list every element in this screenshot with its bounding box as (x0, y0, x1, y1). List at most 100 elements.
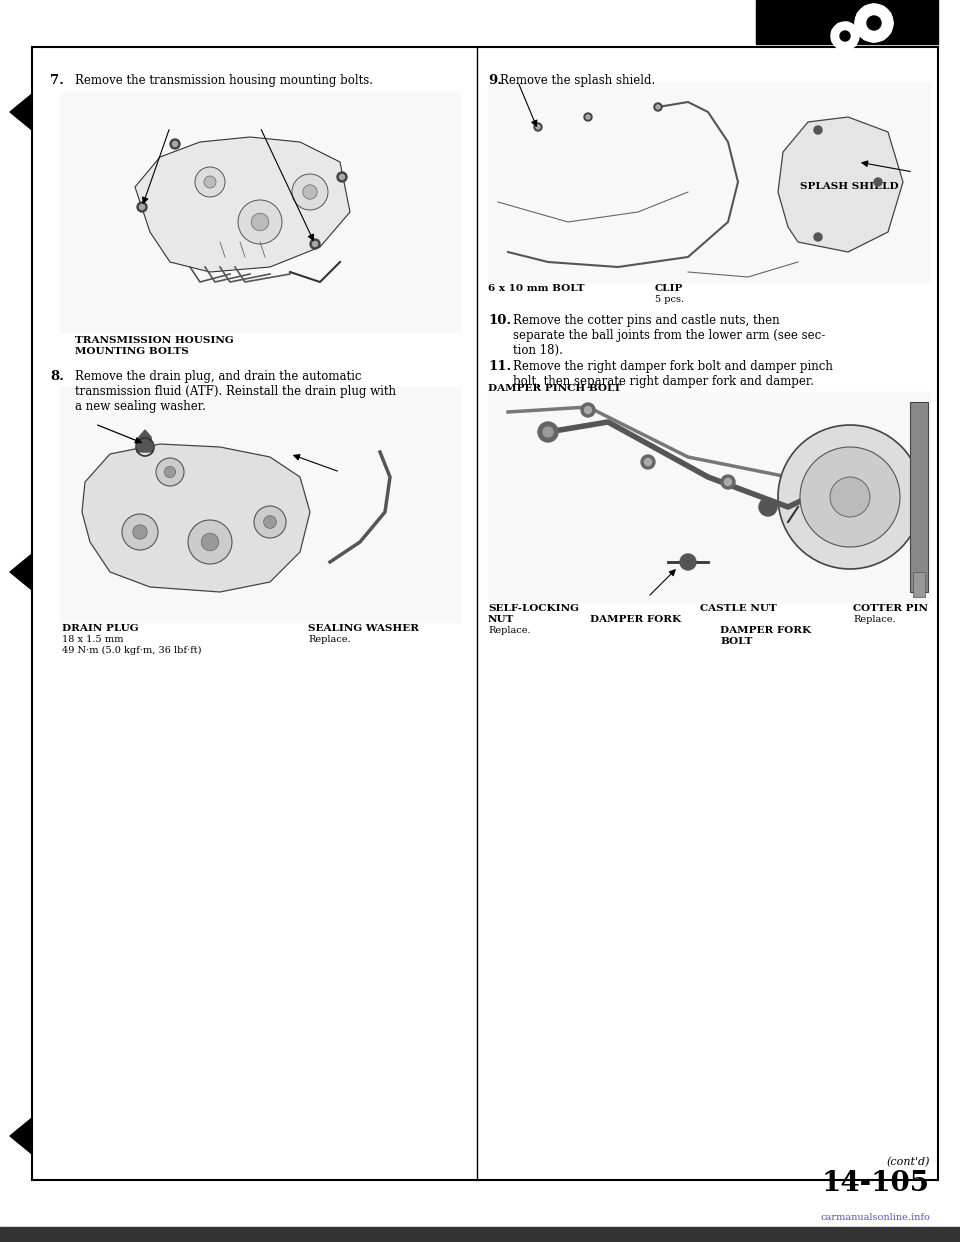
Polygon shape (831, 30, 837, 35)
Polygon shape (884, 27, 891, 34)
Circle shape (814, 125, 822, 134)
Text: DAMPER PINCH BOLT: DAMPER PINCH BOLT (488, 384, 621, 392)
Circle shape (340, 174, 345, 180)
Polygon shape (857, 12, 864, 19)
Text: COTTER PIN: COTTER PIN (853, 604, 928, 614)
Text: MOUNTING BOLTS: MOUNTING BOLTS (75, 347, 189, 356)
Bar (60, 388, 460, 622)
Circle shape (656, 106, 660, 109)
Text: CASTLE NUT: CASTLE NUT (700, 604, 777, 614)
Text: 49 N·m (5.0 kgf·m, 36 lbf·ft): 49 N·m (5.0 kgf·m, 36 lbf·ft) (62, 646, 202, 655)
Polygon shape (137, 430, 153, 452)
Circle shape (538, 422, 558, 442)
Text: SELF-LOCKING: SELF-LOCKING (488, 604, 579, 614)
Polygon shape (135, 137, 350, 272)
Circle shape (543, 427, 553, 437)
Polygon shape (10, 1118, 32, 1154)
Bar (910, 402, 928, 592)
Bar (756, 0, 938, 43)
Polygon shape (837, 24, 842, 30)
Circle shape (202, 533, 219, 550)
Circle shape (814, 233, 822, 241)
Text: NUT: NUT (488, 615, 515, 623)
Bar (913, 573, 925, 597)
Circle shape (586, 116, 590, 119)
Circle shape (252, 214, 269, 231)
Circle shape (238, 200, 282, 243)
Text: 14-105: 14-105 (822, 1170, 930, 1197)
Polygon shape (845, 45, 849, 50)
Text: SPLASH SHIELD: SPLASH SHIELD (800, 183, 899, 191)
Polygon shape (872, 4, 876, 10)
Text: 10.: 10. (488, 314, 511, 327)
Circle shape (725, 478, 732, 486)
Circle shape (195, 166, 225, 197)
Polygon shape (831, 37, 837, 41)
Polygon shape (878, 6, 884, 12)
Circle shape (536, 125, 540, 129)
Polygon shape (82, 443, 310, 592)
Circle shape (867, 16, 881, 30)
Text: 5 pcs.: 5 pcs. (655, 296, 684, 304)
Text: 7.: 7. (50, 75, 64, 87)
Text: TRANSMISSION HOUSING: TRANSMISSION HOUSING (75, 337, 233, 345)
Text: Replace.: Replace. (853, 615, 896, 623)
Polygon shape (864, 34, 870, 40)
Text: 18 x 1.5 mm: 18 x 1.5 mm (62, 635, 124, 645)
Polygon shape (887, 21, 893, 25)
Polygon shape (872, 36, 876, 42)
Circle shape (137, 202, 147, 212)
Bar (488, 392, 930, 602)
Polygon shape (10, 554, 32, 590)
Text: Replace.: Replace. (488, 626, 531, 635)
Text: (cont'd): (cont'd) (886, 1156, 930, 1167)
Circle shape (156, 458, 184, 486)
Circle shape (759, 498, 777, 515)
Circle shape (644, 458, 652, 466)
Circle shape (778, 425, 922, 569)
Text: Remove the cotter pins and castle nuts, then
separate the ball joints from the l: Remove the cotter pins and castle nuts, … (513, 314, 826, 356)
Text: SEALING WASHER: SEALING WASHER (308, 623, 419, 633)
Text: 8.: 8. (50, 370, 64, 383)
Circle shape (310, 238, 320, 248)
Text: Remove the splash shield.: Remove the splash shield. (500, 75, 656, 87)
Circle shape (337, 171, 347, 183)
Circle shape (831, 22, 859, 50)
Circle shape (800, 447, 900, 546)
Text: BOLT: BOLT (720, 637, 753, 646)
Bar (488, 82, 930, 282)
Circle shape (164, 467, 176, 478)
Polygon shape (851, 26, 856, 32)
Polygon shape (778, 117, 903, 252)
Circle shape (830, 477, 870, 517)
Circle shape (874, 178, 882, 186)
Circle shape (313, 241, 318, 246)
Polygon shape (864, 6, 870, 12)
Polygon shape (853, 34, 859, 37)
Circle shape (139, 205, 145, 210)
Bar (0, 1227, 960, 1242)
Text: Replace.: Replace. (308, 635, 350, 645)
Text: 9.: 9. (488, 75, 502, 87)
Circle shape (855, 4, 893, 42)
Polygon shape (10, 94, 32, 130)
Circle shape (584, 113, 592, 120)
Circle shape (585, 406, 591, 414)
Text: Remove the drain plug, and drain the automatic
transmission fluid (ATF). Reinsta: Remove the drain plug, and drain the aut… (75, 370, 396, 414)
Polygon shape (837, 42, 842, 48)
Circle shape (204, 176, 216, 188)
Circle shape (173, 142, 178, 147)
Text: 6 x 10 mm BOLT: 6 x 10 mm BOLT (488, 284, 585, 293)
Polygon shape (855, 21, 861, 25)
Circle shape (654, 103, 662, 111)
Text: CLIP: CLIP (655, 284, 684, 293)
Polygon shape (857, 27, 864, 34)
Circle shape (641, 455, 655, 469)
Circle shape (302, 185, 317, 199)
Polygon shape (845, 22, 849, 27)
Circle shape (254, 505, 286, 538)
Circle shape (534, 123, 542, 130)
Circle shape (188, 520, 232, 564)
Polygon shape (878, 34, 884, 40)
Circle shape (264, 515, 276, 528)
